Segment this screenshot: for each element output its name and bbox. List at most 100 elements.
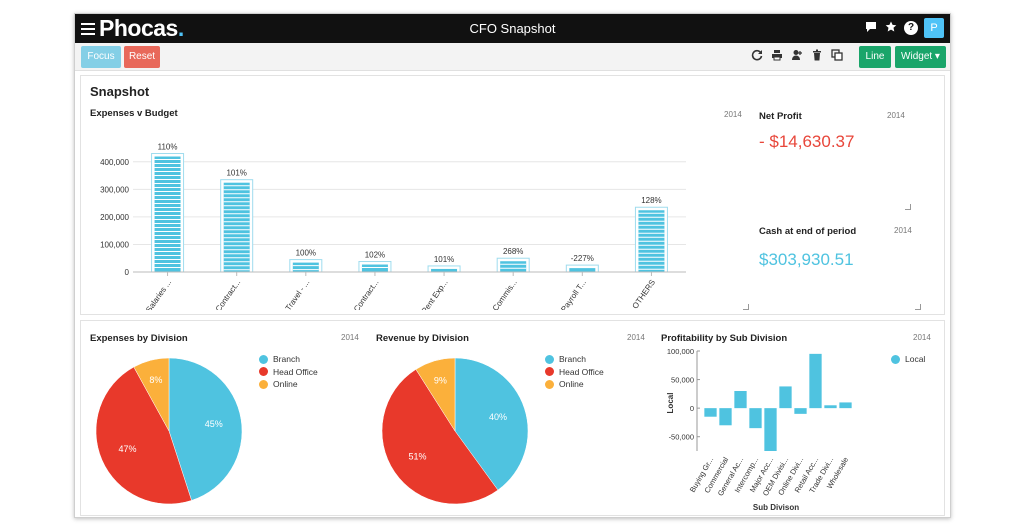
legend-dot <box>545 354 554 364</box>
y-tick-label: 300,000 <box>100 185 129 194</box>
legend-label: Branch <box>273 354 300 365</box>
slice-label: 9% <box>434 376 447 386</box>
resize-handle[interactable] <box>743 304 749 310</box>
cash-title: Cash at end of period <box>759 226 857 237</box>
profit-bar <box>704 408 717 417</box>
widget-dropdown-button[interactable]: Widget ▾ <box>895 46 946 68</box>
delete-icon[interactable] <box>811 49 823 63</box>
divisions-panel: Expenses by Division 2014 45% 47% 8% Branc… <box>80 320 945 516</box>
x-tick-label: Salaries ... <box>144 278 173 310</box>
data-label: 101% <box>226 169 246 178</box>
slice-label: 40% <box>489 412 507 422</box>
legend-dot <box>259 354 268 364</box>
legend-dot <box>259 379 268 389</box>
legend-item-head-office[interactable]: Head Office <box>545 366 604 379</box>
top-bar: Phocas. CFO Snapshot ? P <box>75 14 950 43</box>
chat-icon[interactable] <box>864 21 878 35</box>
y-tick-label: 50,000 <box>671 376 694 385</box>
legend-label: Head Office <box>273 366 318 377</box>
expenses-legend: Branch Head Office Online <box>259 353 318 391</box>
share-icon[interactable] <box>791 49 803 63</box>
pie-slice <box>381 369 499 505</box>
pie-slice <box>133 357 170 432</box>
expense-bar <box>154 156 181 272</box>
revenue-by-division-pie: 40% 51% 9% <box>381 357 529 505</box>
pie-slice <box>95 366 192 505</box>
app-window: Phocas. CFO Snapshot ? P Focus Reset <box>74 13 951 518</box>
x-tick-label: Contract... <box>352 278 381 310</box>
menu-icon[interactable] <box>81 20 95 36</box>
profit-bar <box>764 408 777 451</box>
print-icon[interactable] <box>771 49 783 63</box>
x-tick-label: Rent Exp... <box>420 278 450 310</box>
copy-icon[interactable] <box>831 49 843 63</box>
profit-bar <box>719 408 732 426</box>
legend-label: Online <box>273 379 298 390</box>
expense-bar <box>223 182 250 272</box>
avatar[interactable]: P <box>924 18 944 38</box>
y-tick-label: 0 <box>690 404 694 413</box>
legend-item-head-office[interactable]: Head Office <box>259 366 318 379</box>
expense-bar <box>569 268 596 272</box>
x-tick-label: OTHERS <box>631 278 657 310</box>
expense-bar <box>292 262 319 272</box>
resize-handle[interactable] <box>915 304 921 310</box>
legend-item-branch[interactable]: Branch <box>545 353 604 366</box>
cash-year: 2014 <box>894 226 912 235</box>
expenses-by-division-year: 2014 <box>341 333 359 342</box>
reset-button[interactable]: Reset <box>124 46 160 68</box>
profit-bar <box>839 402 852 409</box>
x-tick-label: Contract... <box>214 278 243 310</box>
expenses-v-budget-year: 2014 <box>724 110 742 119</box>
data-label: -227% <box>571 254 594 263</box>
pie-slice <box>168 357 243 501</box>
legend-dot <box>545 367 554 377</box>
pie-slice <box>415 357 456 432</box>
revenue-legend: Branch Head Office Online <box>545 353 604 391</box>
profit-bar <box>794 408 807 414</box>
expenses-by-division-pie: 45% 47% 8% <box>95 357 243 505</box>
legend-label: Branch <box>559 354 586 365</box>
y-tick-label: 0 <box>125 268 130 277</box>
legend-item-local[interactable]: Local <box>891 353 925 366</box>
slice-label: 47% <box>118 444 136 454</box>
legend-dot <box>259 367 268 377</box>
profit-bar <box>809 353 822 409</box>
legend-label: Online <box>559 379 584 390</box>
legend-dot <box>891 354 900 364</box>
x-tick-label: Travel - ... <box>284 278 312 310</box>
revenue-by-division-title: Revenue by Division <box>376 333 469 344</box>
snapshot-title: Snapshot <box>90 84 150 99</box>
logo: Phocas. <box>99 15 184 41</box>
profitability-legend: Local <box>891 353 925 366</box>
legend-item-branch[interactable]: Branch <box>259 353 318 366</box>
line-button[interactable]: Line <box>859 46 891 68</box>
refresh-icon[interactable] <box>751 49 763 63</box>
x-tick-label: Payroll T... <box>559 278 588 310</box>
slice-label: 8% <box>149 375 162 385</box>
data-label: 128% <box>641 196 661 205</box>
profit-bar <box>749 408 762 429</box>
legend-label: Local <box>905 354 926 365</box>
help-icon[interactable]: ? <box>904 21 918 35</box>
legend-item-online[interactable]: Online <box>545 378 604 391</box>
revenue-by-division-year: 2014 <box>627 333 645 342</box>
data-label: 101% <box>434 255 454 264</box>
expense-bar <box>431 268 458 272</box>
legend-dot <box>545 379 554 389</box>
page-title: CFO Snapshot <box>469 21 556 36</box>
legend-item-online[interactable]: Online <box>259 378 318 391</box>
data-label: 102% <box>365 251 385 260</box>
snapshot-panel: Snapshot Expenses v Budget 2014 0 100,000… <box>80 75 945 315</box>
resize-handle[interactable] <box>905 204 911 210</box>
net-profit-year: 2014 <box>887 111 905 120</box>
star-icon[interactable] <box>884 21 898 35</box>
focus-button[interactable]: Focus <box>81 46 121 68</box>
toolbar: Focus Reset Line Widget ▾ <box>75 43 950 71</box>
slice-label: 45% <box>205 419 223 429</box>
expenses-v-budget-title: Expenses v Budget <box>90 108 178 119</box>
profit-bar <box>734 391 747 409</box>
y-tick-label: 100,000 <box>100 240 129 249</box>
y-tick-label: 100,000 <box>667 347 694 356</box>
